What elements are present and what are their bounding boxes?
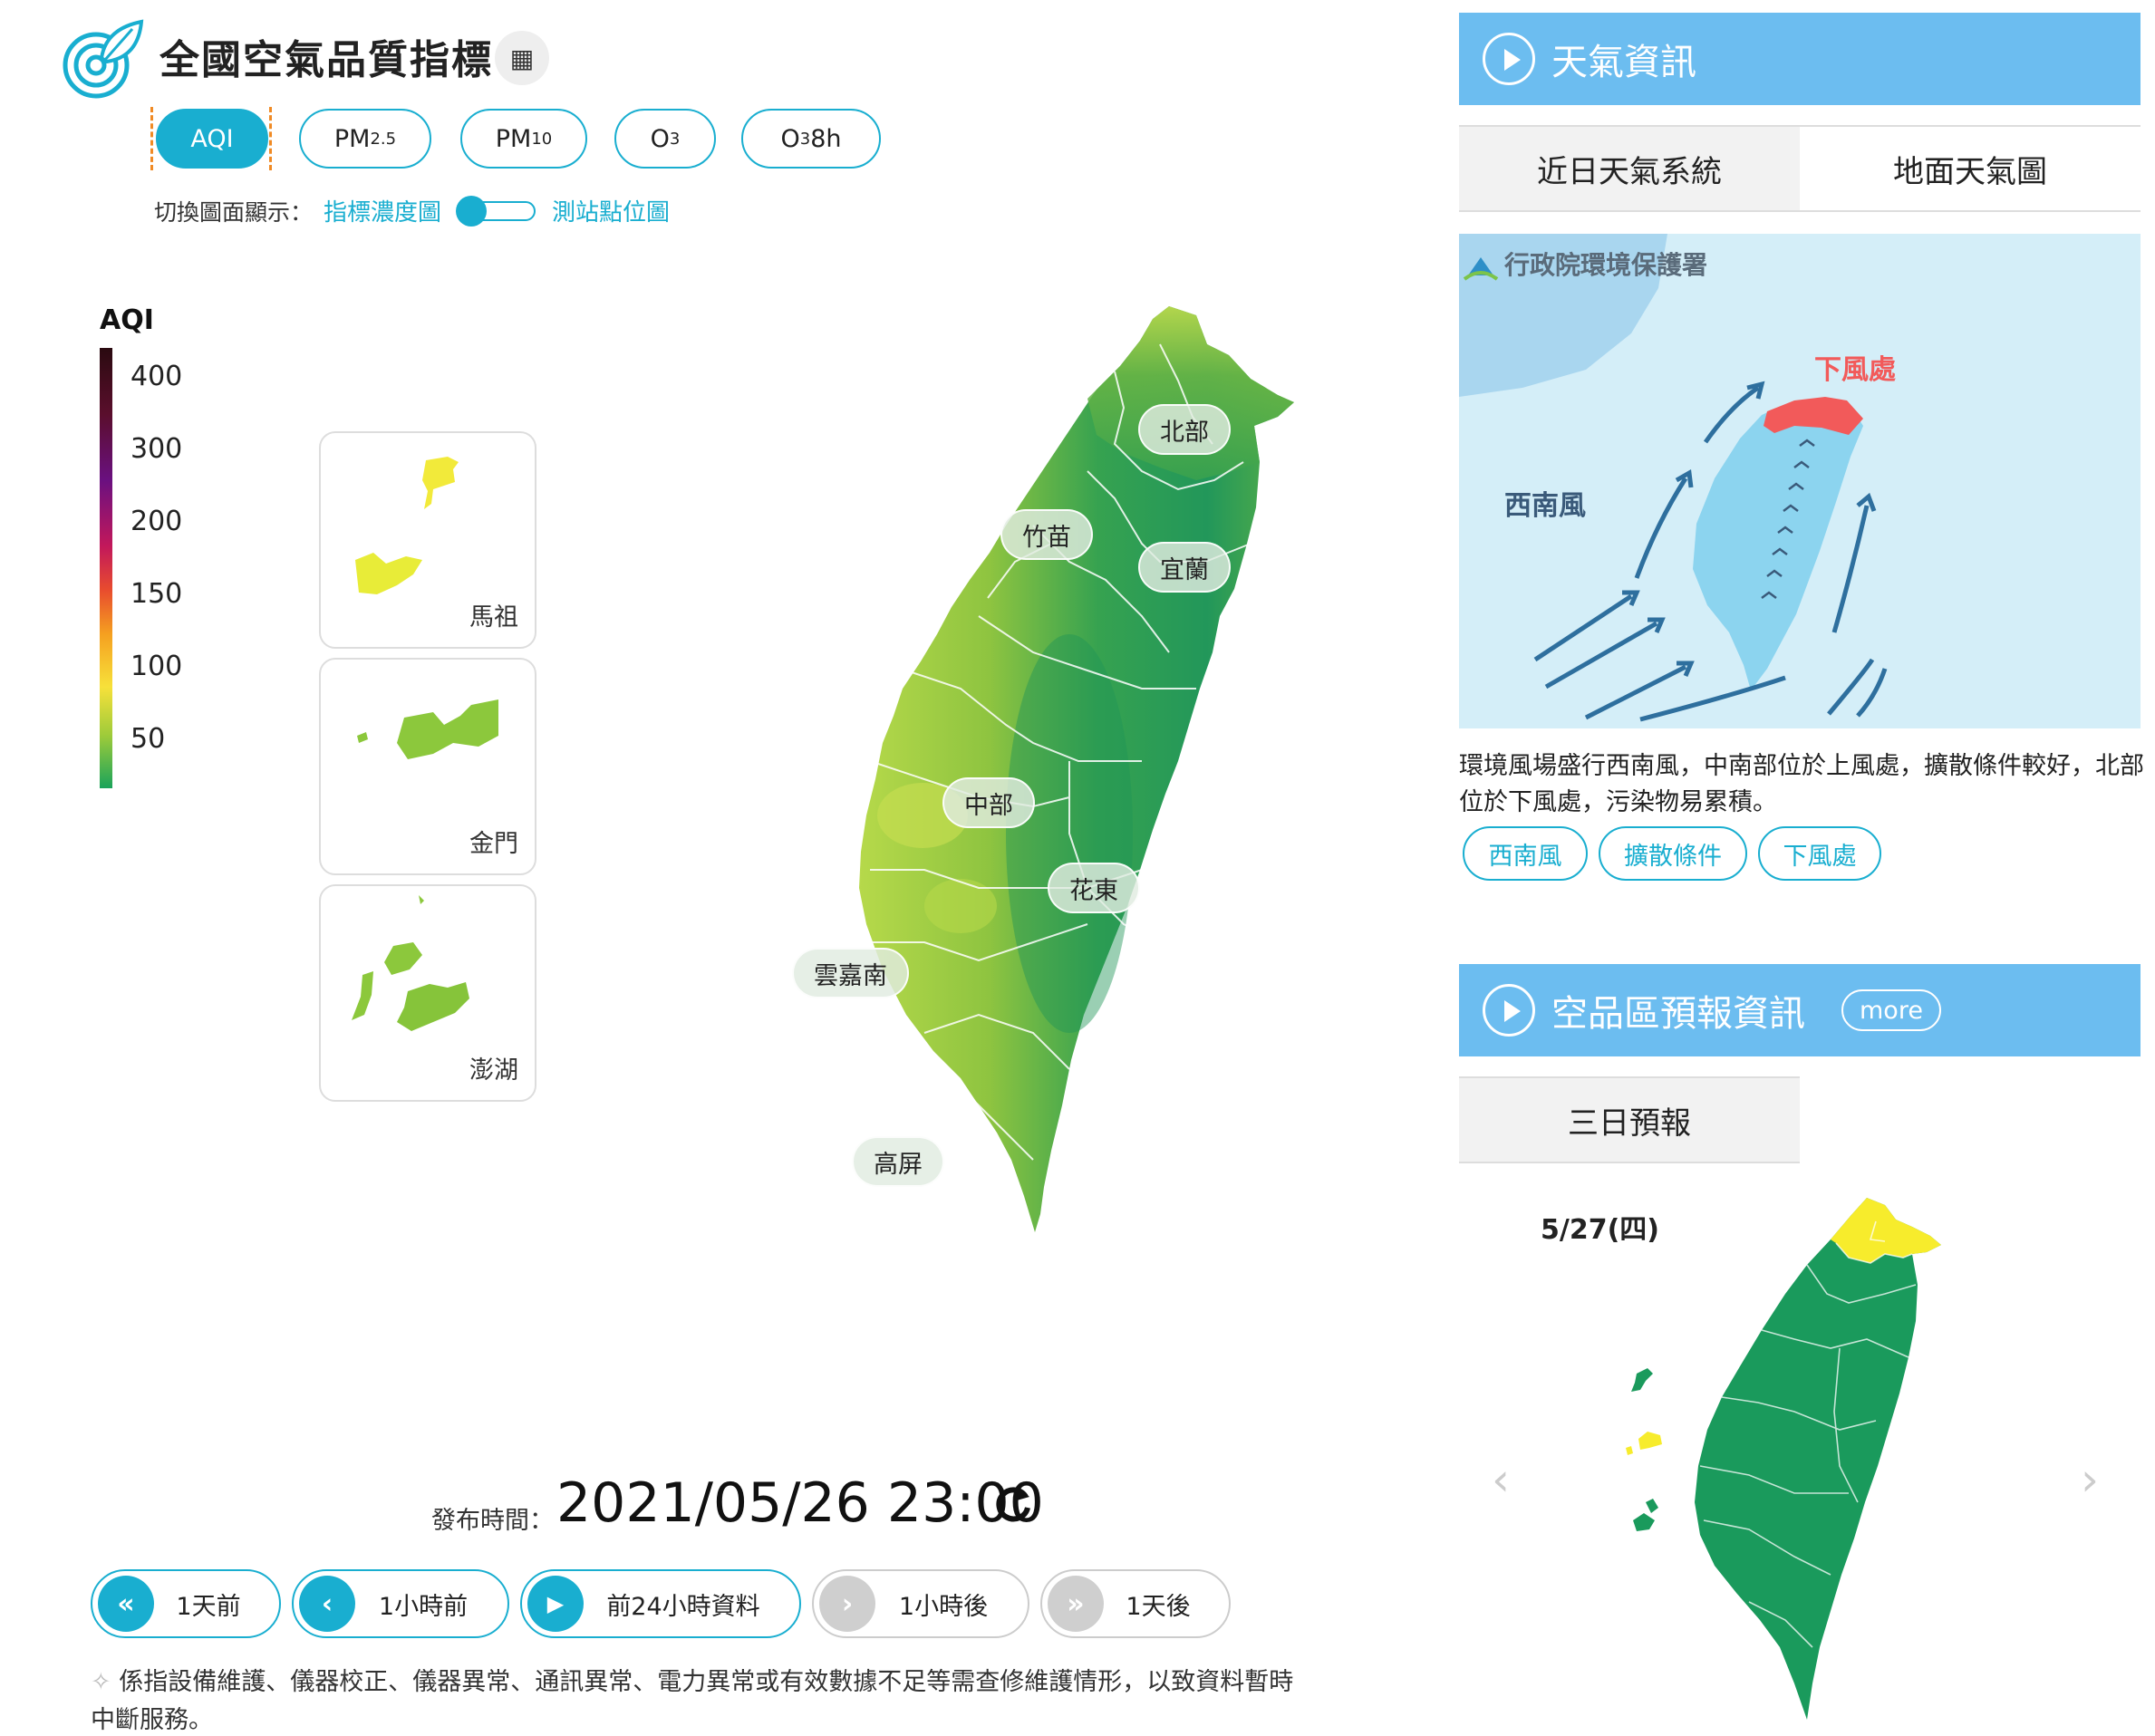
nav-label: 1天後 bbox=[1126, 1592, 1191, 1621]
nav-label: 前24小時資料 bbox=[606, 1592, 760, 1621]
legend-label: 150 bbox=[130, 578, 183, 610]
forecast-section-title: 空品區預報資訊 bbox=[1551, 993, 1805, 1035]
image-label-downwind: 下風處 bbox=[1814, 354, 1896, 386]
nav-past-24h-button[interactable]: ▶ 前24小時資料 bbox=[520, 1569, 801, 1638]
region-label-north[interactable]: 北部 bbox=[1138, 404, 1231, 455]
inset-label-penghu: 澎湖 bbox=[469, 1056, 518, 1085]
tab-pm25[interactable]: PM 2.5 bbox=[299, 109, 431, 169]
tab-recent-weather-system[interactable]: 近日天氣系統 bbox=[1459, 125, 1800, 212]
inset-penghu[interactable]: 澎湖 bbox=[319, 884, 536, 1102]
chevron-right-icon: › bbox=[819, 1576, 875, 1632]
region-label-hsinchu-miaoli[interactable]: 竹苗 bbox=[1000, 509, 1093, 560]
nav-1-day-after-button[interactable]: » 1天後 bbox=[1040, 1569, 1231, 1638]
double-chevron-right-icon: » bbox=[1048, 1576, 1104, 1632]
footnote-text: 係指設備維護、儀器校正、儀器異常、通訊異常、電力異常或有效數據不足等需查修維護情… bbox=[91, 1668, 1294, 1734]
switch-option-concentration[interactable]: 指標濃度圖 bbox=[324, 199, 442, 227]
forecast-matsu-shape bbox=[1631, 1368, 1653, 1392]
legend-label: 100 bbox=[130, 651, 183, 682]
inset-label-kinmen: 金門 bbox=[469, 830, 518, 858]
carousel-prev-icon[interactable]: ‹ bbox=[1492, 1453, 1510, 1506]
weather-section-title: 天氣資訊 bbox=[1551, 42, 1696, 83]
nav-label: 1小時後 bbox=[898, 1592, 989, 1621]
play-circle-icon bbox=[1483, 33, 1535, 85]
maintenance-icon: ✧ bbox=[91, 1668, 111, 1696]
weather-description: 環境風場盛行西南風，中南部位於上風處，擴散條件較好，北部位於下風處，污染物易累積… bbox=[1459, 752, 2144, 816]
tag-downwind[interactable]: 下風處 bbox=[1758, 826, 1881, 881]
display-switch: 切換圖面顯示： 指標濃度圖 測站點位圖 bbox=[154, 194, 670, 227]
epa-logo-icon bbox=[1463, 257, 1499, 281]
tab-aqi[interactable]: AQI bbox=[156, 109, 268, 169]
epa-logo-text: 行政院環境保護署 bbox=[1503, 250, 1707, 280]
region-label-kaohsiung-pingtung[interactable]: 高屏 bbox=[852, 1136, 944, 1187]
play-circle-icon bbox=[1483, 984, 1535, 1037]
forecast-region-map[interactable] bbox=[1613, 1194, 2012, 1736]
image-label-southwest-wind: 西南風 bbox=[1504, 490, 1586, 522]
wind-arrows bbox=[1533, 381, 1888, 722]
maintenance-footnote: ✧ 係指設備維護、儀器校正、儀器異常、通訊異常、電力異常或有效數據不足等需查修維… bbox=[91, 1664, 1305, 1736]
inset-kinmen[interactable]: 金門 bbox=[319, 658, 536, 875]
taiwan-aqi-map[interactable] bbox=[689, 290, 1323, 1468]
region-label-hualien-taitung[interactable]: 花東 bbox=[1048, 863, 1140, 913]
nav-1-hour-after-button[interactable]: › 1小時後 bbox=[812, 1569, 1029, 1638]
region-label-central[interactable]: 中部 bbox=[942, 777, 1035, 828]
nav-label: 1天前 bbox=[176, 1592, 241, 1621]
tab-three-day-forecast[interactable]: 三日預報 bbox=[1459, 1076, 1800, 1163]
legend-label: 300 bbox=[130, 433, 183, 465]
weather-system-image: 行政院環境保護署 西南風 下風處 bbox=[1459, 234, 2141, 728]
publish-time-label: 發布時間： bbox=[431, 1507, 554, 1535]
leaf-target-icon bbox=[63, 19, 144, 99]
calculator-icon[interactable]: ▦ bbox=[495, 31, 549, 85]
carousel-next-icon[interactable]: › bbox=[2081, 1453, 2099, 1506]
page-title: 全國空氣品質指標 bbox=[159, 37, 493, 83]
nav-label: 1小時前 bbox=[378, 1592, 469, 1621]
taiwan-mainland-shape bbox=[859, 306, 1294, 1232]
refresh-icon[interactable] bbox=[991, 1482, 1033, 1524]
forecast-more-button[interactable]: more bbox=[1841, 989, 1941, 1031]
display-toggle[interactable] bbox=[456, 195, 536, 227]
legend-label: 50 bbox=[130, 723, 166, 755]
switch-option-stations[interactable]: 測站點位圖 bbox=[552, 199, 671, 227]
tab-pm10[interactable]: PM 10 bbox=[460, 109, 587, 169]
legend-color-bar bbox=[100, 348, 112, 788]
forecast-penghu-shape bbox=[1633, 1499, 1658, 1531]
legend-label: 400 bbox=[130, 361, 183, 392]
inset-matsu[interactable]: 馬祖 bbox=[319, 431, 536, 649]
matsu-island-shape bbox=[355, 457, 459, 594]
legend-label: 200 bbox=[130, 506, 183, 537]
region-label-yunlin-chiayi-tainan[interactable]: 雲嘉南 bbox=[792, 948, 909, 998]
chevron-left-icon: ‹ bbox=[299, 1576, 355, 1632]
legend-title: AQI bbox=[100, 304, 154, 336]
penghu-island-shape bbox=[352, 895, 469, 1031]
forecast-section-header: 空品區預報資訊 more bbox=[1459, 964, 2141, 1056]
double-chevron-left-icon: « bbox=[98, 1576, 154, 1632]
tab-focus-indicator bbox=[150, 107, 272, 170]
nav-1-day-before-button[interactable]: « 1天前 bbox=[91, 1569, 281, 1638]
kinmen-island-shape bbox=[357, 699, 498, 759]
weather-section-header: 天氣資訊 bbox=[1459, 13, 2141, 105]
inset-label-matsu: 馬祖 bbox=[469, 603, 518, 632]
forecast-date: 5/27(四) bbox=[1541, 1214, 1660, 1246]
play-icon: ▶ bbox=[527, 1576, 584, 1632]
forecast-kinmen-shape bbox=[1638, 1432, 1662, 1450]
tag-southwest-wind[interactable]: 西南風 bbox=[1463, 826, 1588, 881]
region-label-yilan[interactable]: 宜蘭 bbox=[1138, 542, 1231, 593]
tab-surface-weather-map[interactable]: 地面天氣圖 bbox=[1800, 125, 2141, 212]
publish-time-value: 2021/05/26 23:00 bbox=[556, 1471, 1044, 1535]
nav-1-hour-before-button[interactable]: ‹ 1小時前 bbox=[292, 1569, 509, 1638]
switch-prefix: 切換圖面顯示： bbox=[154, 198, 314, 226]
tag-diffusion-conditions[interactable]: 擴散條件 bbox=[1599, 826, 1747, 881]
